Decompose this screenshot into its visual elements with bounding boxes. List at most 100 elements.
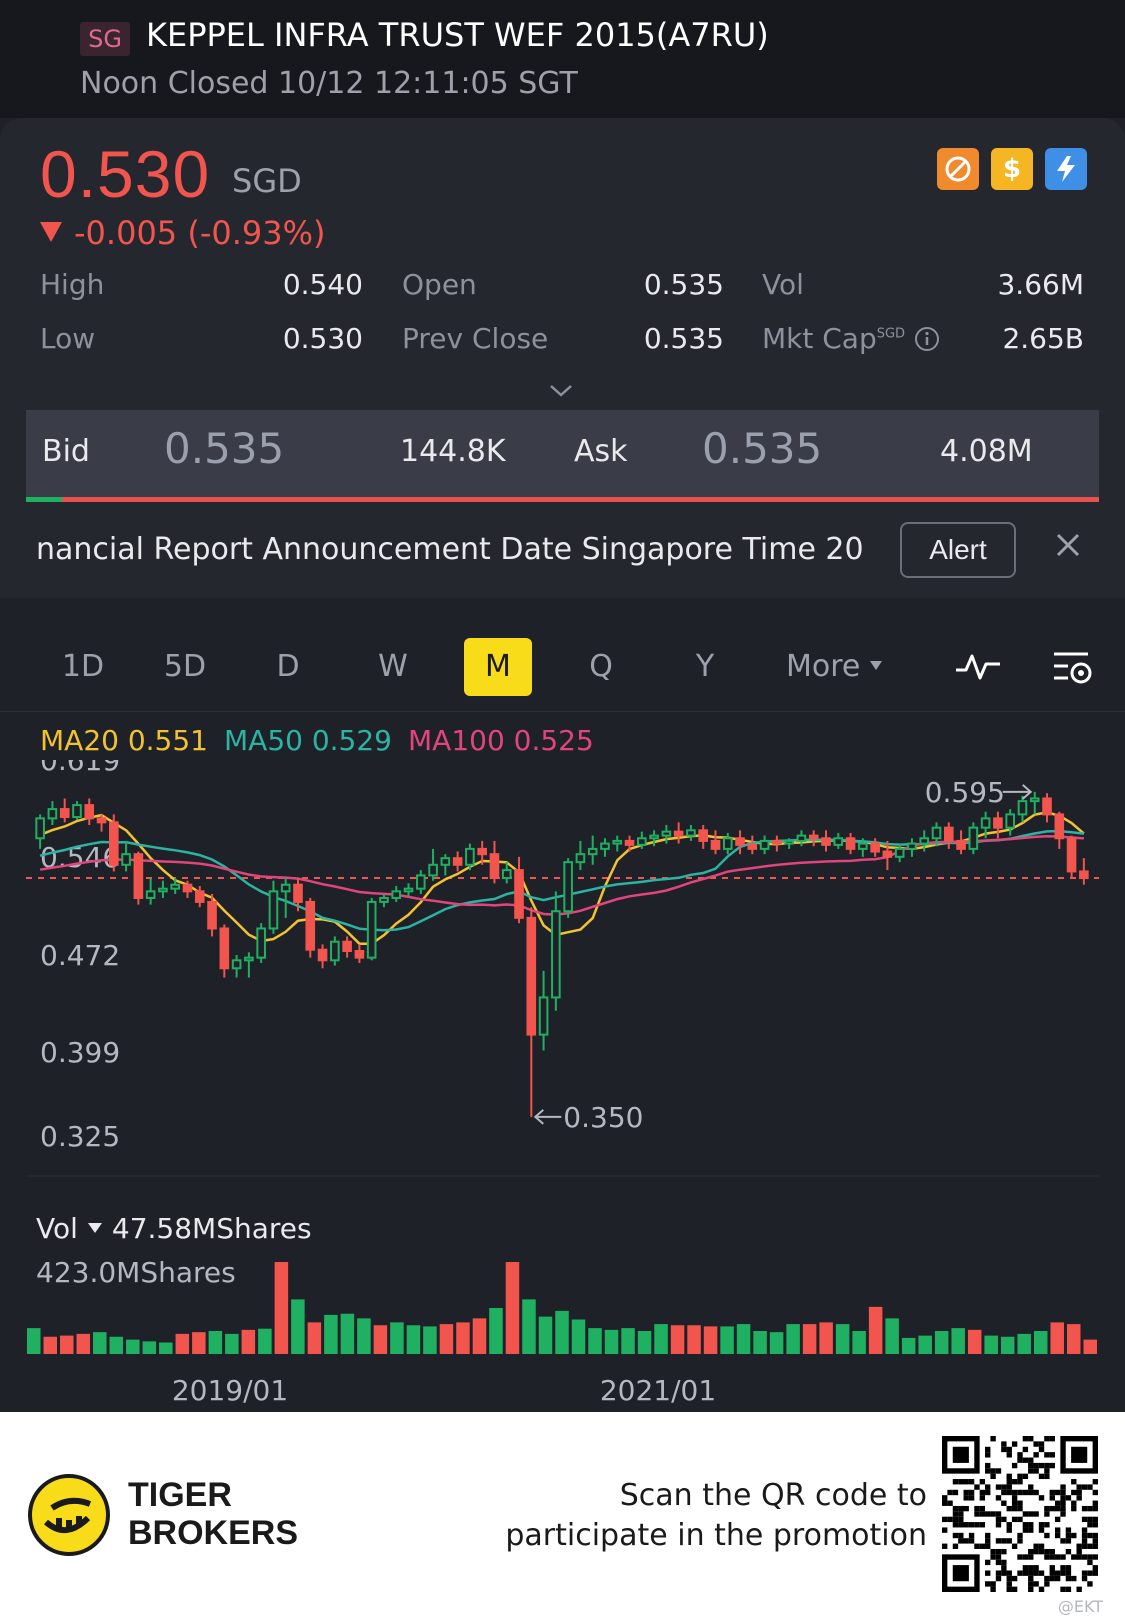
candle: [980, 811, 991, 839]
volume-bar: [538, 1316, 553, 1354]
chart-settings-icon[interactable]: [1050, 648, 1096, 692]
volume-bar: [736, 1324, 751, 1354]
prev-close-value: 0.535: [643, 322, 724, 355]
tab-more[interactable]: More: [786, 638, 906, 696]
volume-bar: [720, 1326, 734, 1354]
info-icon[interactable]: [914, 326, 940, 352]
volume-bar: [621, 1328, 635, 1354]
candle: [489, 840, 500, 884]
volume-bar: [786, 1324, 800, 1354]
ma20-label: MA20 0.551: [40, 724, 208, 757]
volume-bar: [984, 1335, 998, 1354]
volume-bar: [307, 1322, 322, 1354]
promo-footer: TIGER BROKERS Scan the QR code to partic…: [0, 1412, 1125, 1622]
tab-q[interactable]: Q: [589, 649, 613, 684]
candle: [882, 840, 893, 871]
brand-name: TIGER BROKERS: [128, 1476, 298, 1552]
volume-bar: [703, 1326, 718, 1354]
candle: [207, 893, 217, 937]
candle: [244, 952, 254, 978]
volume-bar: [373, 1325, 388, 1354]
header: SG KEPPEL INFRA TRUST WEF 2015(A7RU) Noo…: [0, 0, 1125, 118]
volume-chart[interactable]: 423.0MShares 2019/01 2021/01: [0, 1252, 1125, 1412]
candle: [477, 840, 487, 865]
feature-badges: $: [937, 148, 1087, 190]
tab-y[interactable]: Y: [695, 649, 715, 684]
high-value: 0.540: [282, 268, 363, 301]
candle: [661, 825, 672, 844]
candle: [796, 830, 807, 847]
candle: [182, 880, 193, 898]
candle: [440, 854, 451, 876]
quote-panel: 0.530 SGD -0.005 (-0.93%) $ High 0.540 L…: [0, 118, 1125, 598]
candle: [121, 840, 131, 872]
candle: [747, 835, 758, 855]
candle: [72, 801, 82, 820]
promo-text: Scan the QR code to participate in the p…: [505, 1476, 927, 1556]
lightning-icon[interactable]: [1045, 148, 1087, 190]
candle: [649, 830, 659, 847]
candle: [268, 880, 279, 934]
candle: [256, 923, 266, 963]
mkt-cap-label[interactable]: Mkt CapSGD: [762, 322, 940, 355]
tab-d[interactable]: D: [276, 649, 300, 684]
candle: [158, 880, 168, 898]
volume-label: Vol: [36, 1212, 78, 1245]
volume-bar: [802, 1324, 817, 1354]
volume-bar: [208, 1331, 223, 1354]
candle: [109, 814, 119, 872]
chevron-down-icon[interactable]: [548, 380, 574, 405]
candle: [415, 870, 426, 894]
candle: [735, 830, 745, 855]
candle: [96, 814, 107, 832]
candle: [563, 858, 573, 918]
candle: [514, 856, 524, 924]
volume-bar: [175, 1333, 190, 1354]
volume-bar: [819, 1322, 833, 1354]
qr-code[interactable]: [942, 1436, 1098, 1592]
volume-max-label: 423.0MShares: [36, 1256, 236, 1289]
candle: [587, 835, 598, 865]
tab-5d[interactable]: 5D: [163, 649, 207, 684]
volume-bar: [60, 1335, 74, 1354]
candle: [1042, 793, 1052, 823]
tab-m[interactable]: M: [464, 638, 532, 696]
volume-bar: [1066, 1324, 1081, 1354]
volume-bar: [1050, 1322, 1064, 1354]
announcement-text[interactable]: nancial Report Announcement Date Singapo…: [36, 532, 864, 567]
bid-price: 0.535: [164, 424, 285, 473]
volume-selector[interactable]: Vol 47.58MShares: [36, 1212, 312, 1245]
brand-line-2: BROKERS: [128, 1514, 299, 1552]
close-icon[interactable]: [1054, 524, 1082, 568]
mkt-cap-value: 2.65B: [1002, 322, 1084, 355]
tiger-logo-glyph: [43, 1497, 92, 1533]
candle: [686, 825, 696, 841]
tab-1d[interactable]: 1D: [61, 649, 105, 684]
brand-line-1: TIGER: [128, 1476, 232, 1514]
candle: [722, 832, 733, 855]
volume-bar: [423, 1326, 437, 1354]
promo-line-2: participate in the promotion: [505, 1518, 927, 1553]
indicator-icon[interactable]: [954, 650, 1002, 686]
dollar-icon[interactable]: $: [991, 148, 1033, 190]
candle: [808, 830, 819, 847]
tab-w[interactable]: W: [378, 649, 408, 684]
volume-bar: [588, 1328, 602, 1354]
market-badge: SG: [80, 22, 130, 56]
no-short-icon[interactable]: [937, 148, 979, 190]
candle: [845, 832, 856, 855]
candle: [403, 883, 414, 897]
candle: [673, 822, 684, 844]
volume-bar: [225, 1333, 239, 1354]
volume-bar: [555, 1310, 569, 1354]
candle: [526, 907, 537, 1117]
price-change: -0.005 (-0.93%): [40, 214, 326, 252]
candle: [600, 838, 610, 857]
vol-stat-value: 3.66M: [997, 268, 1084, 301]
volume-bar: [1083, 1339, 1097, 1354]
alert-button[interactable]: Alert: [900, 522, 1016, 578]
candle: [354, 944, 365, 963]
candle: [637, 831, 647, 849]
moving-average-legend: MA20 0.551 MA50 0.529 MA100 0.525: [40, 724, 610, 757]
